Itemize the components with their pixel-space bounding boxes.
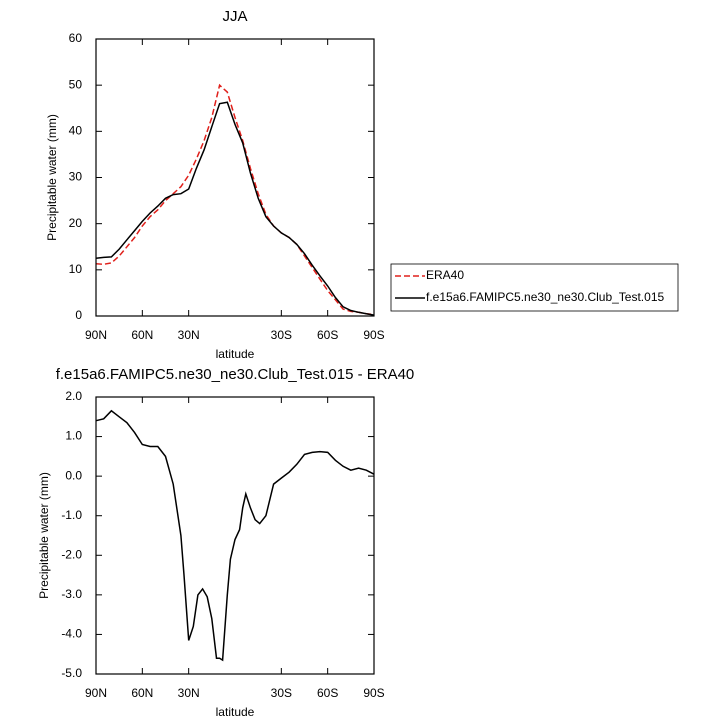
y-axis-label: Precipitable water (mm) [37, 472, 51, 599]
chart-title: f.e15a6.FAMIPC5.ne30_ne30.Club_Test.015 … [56, 366, 415, 383]
y-tick-label: 1.0 [65, 429, 82, 443]
x-tick-label: 60S [317, 686, 338, 700]
y-tick-label: 0 [75, 308, 82, 322]
x-tick-label: 90S [363, 328, 384, 342]
x-tick-label: 90N [85, 686, 107, 700]
plot-frame [95, 38, 375, 317]
x-tick-label: 30N [178, 686, 200, 700]
data-line [95, 83, 375, 316]
x-tick-label: 30S [271, 686, 292, 700]
legend-box [390, 263, 679, 312]
data-line [95, 409, 375, 662]
legend-label: ERA40 [426, 268, 464, 282]
y-tick-label: 60 [69, 31, 83, 45]
y-tick-label: 10 [69, 262, 83, 276]
x-tick-label: 30N [178, 328, 200, 342]
y-tick-label: -5.0 [61, 666, 82, 680]
y-axis-label: Precipitable water (mm) [45, 114, 59, 241]
plot-frame [95, 396, 375, 675]
x-tick-label: 90N [85, 328, 107, 342]
y-tick-label: -3.0 [61, 587, 82, 601]
y-tick-label: 50 [69, 77, 83, 91]
y-tick-label: 0.0 [65, 468, 82, 482]
x-tick-label: 90S [363, 686, 384, 700]
y-tick-label: 40 [69, 124, 83, 138]
y-tick-label: 20 [69, 216, 83, 230]
y-tick-label: 30 [69, 170, 83, 184]
chart-title: JJA [222, 8, 247, 25]
legend-label: f.e15a6.FAMIPC5.ne30_ne30.Club_Test.015 [426, 290, 664, 304]
x-tick-label: 30S [271, 328, 292, 342]
y-tick-label: 2.0 [65, 389, 82, 403]
y-tick-label: -4.0 [61, 627, 82, 641]
x-axis-label: latitude [216, 705, 255, 719]
x-tick-label: 60N [131, 686, 153, 700]
x-tick-label: 60N [131, 328, 153, 342]
x-tick-label: 60S [317, 328, 338, 342]
x-axis-label: latitude [216, 347, 255, 361]
y-tick-label: -1.0 [61, 508, 82, 522]
y-tick-label: -2.0 [61, 547, 82, 561]
data-line [95, 101, 375, 316]
